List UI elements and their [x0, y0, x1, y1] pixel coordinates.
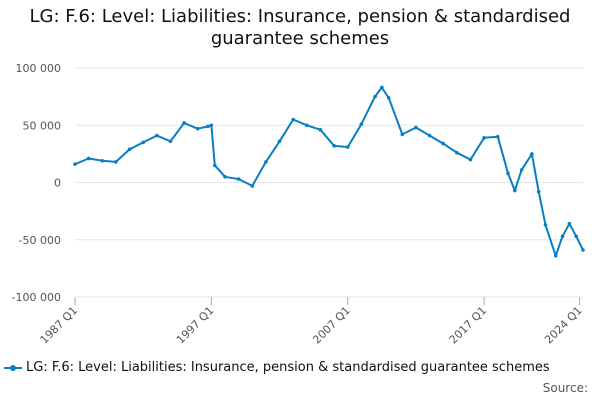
- y-tick-label: 100 000: [16, 62, 62, 75]
- data-point[interactable]: [86, 156, 91, 161]
- data-point[interactable]: [386, 95, 391, 100]
- data-point[interactable]: [468, 157, 473, 162]
- data-point[interactable]: [332, 144, 336, 148]
- data-point[interactable]: [264, 160, 268, 164]
- data-point[interactable]: [543, 223, 548, 227]
- data-point[interactable]: [114, 160, 118, 164]
- data-point[interactable]: [345, 145, 350, 149]
- data-point[interactable]: [455, 150, 459, 155]
- data-point[interactable]: [519, 168, 524, 172]
- data-point[interactable]: [250, 184, 255, 188]
- data-point[interactable]: [359, 122, 364, 126]
- data-point[interactable]: [195, 126, 200, 131]
- grid-lines: [75, 67, 583, 298]
- data-point[interactable]: [127, 147, 132, 152]
- x-tick-label: 2007 Q1: [310, 304, 353, 347]
- data-point[interactable]: [277, 139, 282, 144]
- y-axis-ticks: 100 000 50 000 0 -50 000 -100 000: [12, 62, 61, 304]
- data-point[interactable]: [318, 128, 323, 132]
- data-point[interactable]: [168, 139, 173, 144]
- data-point[interactable]: [223, 174, 227, 179]
- x-tick-label: 2024 Q1: [542, 304, 585, 347]
- x-axis-ticks: 1987 Q1 1997 Q1 2007 Q1 2017 Q1 2024 Q1: [38, 297, 585, 346]
- data-point[interactable]: [141, 140, 145, 145]
- data-point[interactable]: [441, 141, 446, 146]
- x-tick-label: 2017 Q1: [447, 304, 490, 347]
- legend[interactable]: LG: F.6: Level: Liabilities: Insurance, …: [4, 360, 550, 375]
- y-tick-label: 50 000: [23, 119, 62, 132]
- data-point[interactable]: [506, 171, 510, 176]
- data-point[interactable]: [414, 125, 418, 130]
- y-tick-label: 0: [54, 177, 61, 190]
- chart-title: LG: F.6: Level: Liabilities: Insurance, …: [29, 6, 571, 49]
- data-point[interactable]: [495, 134, 500, 139]
- data-point[interactable]: [400, 132, 405, 137]
- series-group: [73, 85, 585, 258]
- data-point[interactable]: [291, 117, 296, 122]
- data-point[interactable]: [567, 221, 572, 226]
- data-point[interactable]: [581, 248, 585, 252]
- data-point[interactable]: [100, 158, 105, 163]
- x-tick-label: 1997 Q1: [174, 304, 217, 347]
- data-point[interactable]: [574, 234, 578, 239]
- data-point[interactable]: [482, 136, 486, 140]
- source-label: Source:: [542, 381, 588, 395]
- x-tick-label: 1987 Q1: [38, 304, 81, 347]
- data-point[interactable]: [209, 123, 214, 128]
- data-point[interactable]: [373, 94, 377, 99]
- y-tick-label: -100 000: [12, 291, 61, 304]
- data-point[interactable]: [560, 234, 565, 239]
- data-point[interactable]: [182, 121, 186, 125]
- legend-label: LG: F.6: Level: Liabilities: Insurance, …: [26, 360, 550, 375]
- data-point[interactable]: [206, 124, 210, 129]
- data-point[interactable]: [236, 177, 241, 181]
- data-point[interactable]: [513, 188, 517, 193]
- data-point[interactable]: [155, 133, 159, 138]
- data-point[interactable]: [530, 152, 534, 156]
- data-point[interactable]: [73, 162, 77, 166]
- data-point[interactable]: [380, 85, 384, 90]
- data-point[interactable]: [427, 133, 432, 138]
- y-tick-label: -50 000: [19, 234, 61, 247]
- series-line[interactable]: [74, 86, 584, 257]
- data-point[interactable]: [536, 189, 541, 194]
- data-point[interactable]: [212, 163, 217, 168]
- data-point[interactable]: [553, 253, 558, 258]
- data-point[interactable]: [305, 123, 309, 128]
- legend-swatch-icon: [4, 363, 22, 373]
